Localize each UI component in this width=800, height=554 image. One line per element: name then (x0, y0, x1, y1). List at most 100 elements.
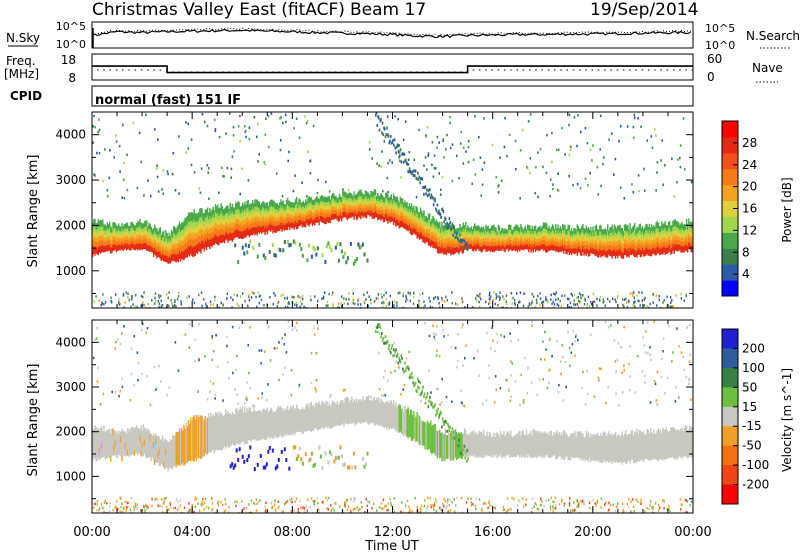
power-band-cell (240, 212, 243, 218)
power-band-cell (614, 251, 617, 259)
power-scatter-cell (232, 134, 235, 137)
power-band-cell (647, 240, 649, 245)
power-band-cell (563, 234, 565, 239)
power-band-cell (488, 228, 491, 234)
power-band-cell (317, 197, 319, 203)
power-band-cell (319, 215, 321, 222)
power-band-cell (685, 229, 688, 235)
power-streak-cell (396, 145, 398, 149)
velocity-scatter-cell (236, 354, 238, 358)
power-band-cell (603, 234, 605, 239)
power-band-cell (186, 229, 189, 236)
velocity-scatter-cell (145, 331, 148, 334)
velocity-scatter-cell (616, 358, 619, 362)
nave-tick-top: 60 (707, 52, 722, 66)
power-clutter-cell (451, 291, 453, 294)
power-scatter-cell (655, 134, 657, 137)
power-clutter-cell (165, 305, 168, 308)
power-band-cell (612, 249, 614, 256)
power-band-cell (155, 241, 157, 246)
velocity-scatter-cell (439, 403, 441, 406)
power-band-cell (276, 208, 279, 213)
velocity-clutter-cell (393, 497, 395, 500)
power-band-cell (336, 202, 338, 206)
power-clutter-cell (429, 300, 431, 303)
velocity-scatter-cell (216, 365, 219, 369)
velocity-scatter-cell (393, 341, 395, 345)
power-band-cell (490, 237, 493, 242)
power-clutter-cell (553, 303, 556, 306)
power-band-cell (335, 203, 337, 207)
power-band-cell (143, 238, 146, 243)
power-band-cell (628, 246, 630, 252)
power-scatter-cell (424, 156, 427, 159)
power-band-cell (168, 247, 170, 252)
power-band-cell (467, 233, 469, 238)
power-scatter-cell (556, 148, 558, 152)
power-clutter-cell (479, 292, 481, 296)
power-band-cell (137, 230, 139, 236)
power-band-cell (538, 238, 540, 243)
power-band-cell (540, 241, 542, 245)
power-band-cell (523, 232, 525, 236)
velocity-scatter-cell (310, 351, 313, 355)
power-band-cell (547, 235, 549, 240)
power-band-cell (261, 213, 263, 218)
power-scatter-cell (178, 135, 180, 138)
power-clutter-cell (405, 294, 407, 298)
power-band-cell (649, 249, 652, 257)
power-scatter-cell (264, 133, 267, 136)
power-band-cell (214, 217, 217, 223)
power-band-cell (575, 240, 577, 245)
power-band-cell (222, 209, 225, 216)
velocity-scatter-cell (226, 344, 228, 348)
power-band-cell (519, 242, 521, 247)
power-band-cell (209, 207, 211, 217)
power-band-cell (507, 237, 510, 242)
power-band-cell (373, 207, 376, 213)
power-band-cell (521, 226, 523, 232)
power-band-cell (496, 237, 498, 241)
velocity-clutter-cell (322, 500, 325, 504)
power-band-cell (516, 246, 519, 253)
power-band-cell (380, 193, 382, 199)
power-band-cell (658, 239, 661, 245)
power-band-cell (193, 231, 195, 239)
power-clutter-cell (593, 300, 596, 303)
power-band-cell (532, 229, 534, 234)
power-band-cell (426, 236, 429, 242)
power-band-cell (273, 219, 275, 226)
power-band-cell (440, 236, 442, 241)
power-band-cell (327, 209, 329, 213)
power-band-cell (310, 206, 312, 210)
power-band-cell (259, 210, 262, 215)
velocity-clutter-cell (371, 507, 373, 510)
power-clutter-cell (402, 294, 404, 298)
power-band-cell (379, 195, 381, 201)
power-band-cell (515, 233, 518, 237)
velocity-scatter-cell (688, 382, 690, 385)
power-band-cell (178, 221, 181, 230)
power-clutter-cell (638, 299, 640, 303)
power-band-cell (591, 231, 593, 236)
power-band-cell (644, 232, 646, 238)
power-band-cell (673, 231, 675, 237)
power-clutter-cell (158, 294, 160, 297)
power-band-cell (559, 238, 562, 242)
power-scatter-cell (503, 145, 506, 149)
power-scatter-cell (161, 188, 163, 191)
power-band-cell (620, 238, 622, 243)
power-band-cell (643, 242, 645, 247)
power-cluster-cell (282, 248, 285, 253)
velocity-scatter-cell (574, 354, 576, 357)
power-scatter-cell (450, 146, 452, 150)
power-band-cell (459, 245, 461, 252)
power-band-cell (139, 243, 141, 251)
power-clutter-cell (670, 301, 672, 304)
velocity-scatter-cell (130, 347, 133, 351)
power-band-cell (539, 237, 541, 242)
power-band-cell (652, 243, 654, 249)
power-band-cell (408, 212, 411, 217)
power-band-cell (605, 239, 608, 244)
power-band-cell (134, 233, 137, 238)
